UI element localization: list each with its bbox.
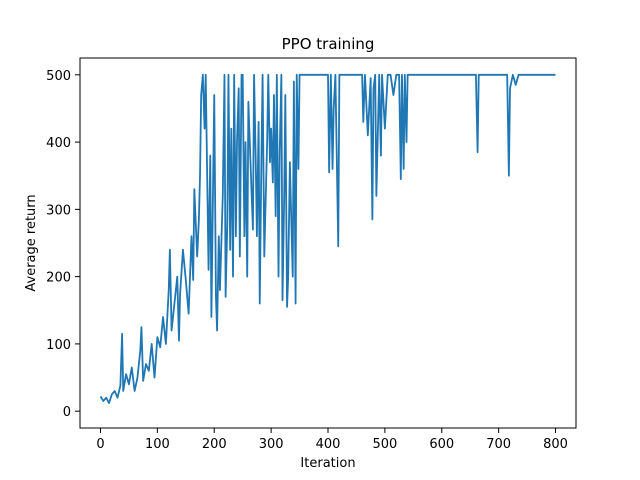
x-tick-label: 700: [486, 437, 511, 452]
x-tick-label: 100: [145, 437, 170, 452]
x-tick-label: 600: [429, 437, 454, 452]
y-tick-label: 200: [46, 271, 71, 286]
x-tick-label: 300: [259, 437, 284, 452]
y-axis-label: Average return: [24, 194, 39, 291]
y-tick-label: 300: [46, 203, 71, 218]
y-tick-label: 400: [46, 136, 71, 151]
y-tick-label: 500: [46, 69, 71, 84]
chart-title: PPO training: [282, 35, 375, 53]
x-tick-label: 400: [316, 437, 341, 452]
x-axis-label: Iteration: [300, 456, 355, 471]
x-tick-label: 200: [202, 437, 227, 452]
y-tick-label: 100: [46, 338, 71, 353]
x-tick-label: 0: [96, 437, 104, 452]
series-line-0: [99, 73, 556, 405]
x-tick-label: 800: [543, 437, 568, 452]
x-tick-label: 500: [372, 437, 397, 452]
y-tick-label: 0: [63, 405, 71, 420]
